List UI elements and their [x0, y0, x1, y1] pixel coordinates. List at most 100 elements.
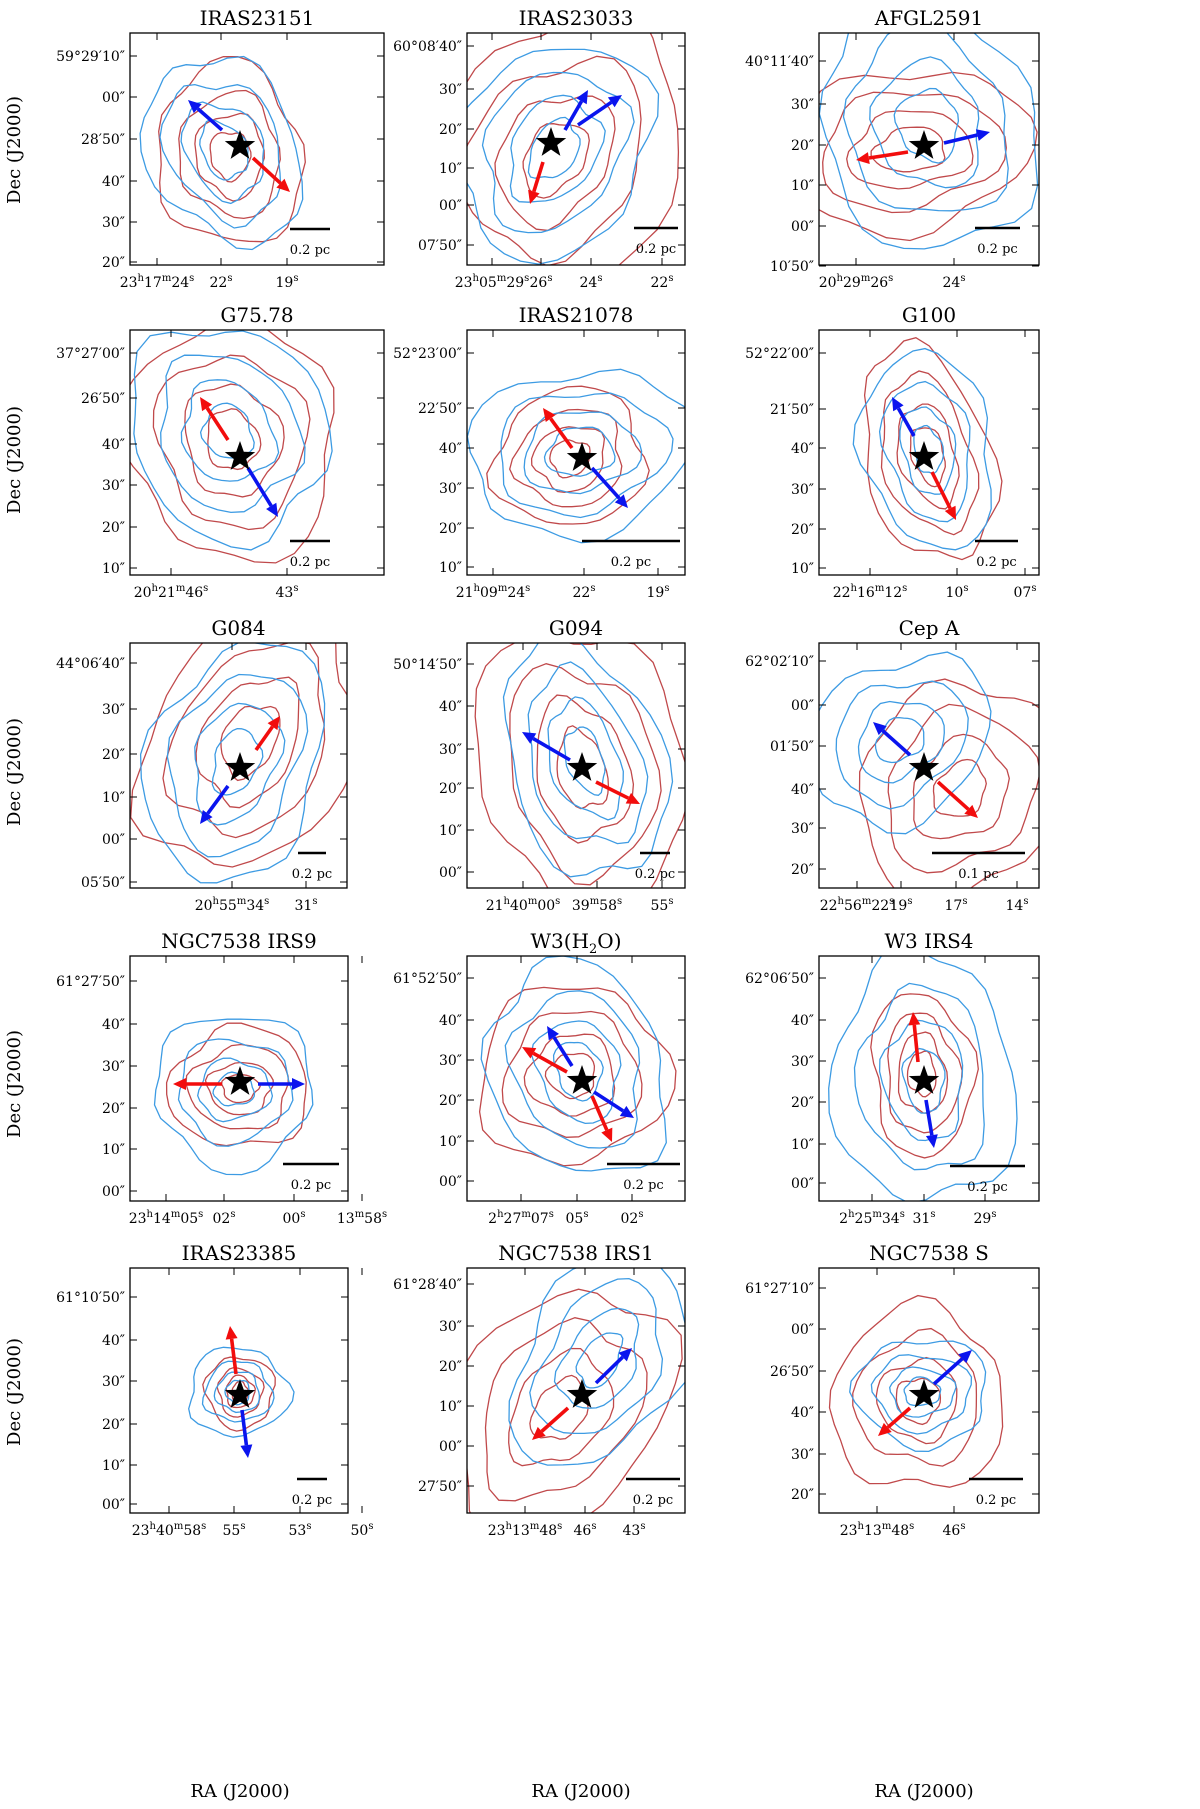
dec-tick-label: 30″ [439, 481, 462, 497]
blue-contour [835, 680, 969, 810]
blue-contour [878, 1019, 964, 1142]
scale-bar-label: 0.2 pc [977, 242, 1017, 257]
blue-contour [188, 1346, 295, 1438]
source-star-icon [908, 1065, 940, 1094]
blue-contour [852, 347, 992, 551]
blue-outflow-arrow-head [925, 1134, 938, 1148]
dec-tick-label: 10″ [791, 1137, 814, 1153]
dec-tick-label: 61°27′50″ [56, 974, 125, 990]
blue-contour [575, 1332, 624, 1389]
plot-frame [818, 1267, 1040, 1514]
dec-tick-label: 30″ [791, 821, 814, 837]
ra-tick-label: 00s​ [283, 1209, 306, 1227]
blue-outflow-arrow-shaft [932, 1357, 964, 1386]
dec-tick-label: 40°11′40″ [745, 54, 814, 70]
blue-outflow-arrow [258, 1078, 305, 1090]
dec-tick-label: 20″ [102, 1417, 125, 1433]
red-outflow-arrow [930, 471, 956, 520]
blue-outflow-arrow-shaft [896, 407, 916, 437]
dec-tick-label: 40″ [791, 1405, 814, 1421]
scale-bar-label: 0.2 pc [976, 1493, 1016, 1508]
dec-tick-label: 61°28′40″ [393, 1277, 462, 1293]
ra-tick-label: 22s​ [651, 273, 674, 291]
ra-tick-label: 23h​05m​29s​ [455, 273, 530, 291]
red-outflow-arrow-shaft [868, 150, 909, 160]
blue-outflow-arrow-head [547, 1026, 559, 1041]
plot-frame [466, 329, 686, 576]
scale-bar-label: 0.2 pc [292, 1493, 332, 1508]
red-contour [887, 1012, 963, 1134]
dec-tick-label: 20″ [102, 747, 125, 763]
red-contour [858, 678, 1039, 888]
red-contour [484, 1317, 648, 1502]
dec-tick-label: 62°06′50″ [745, 971, 814, 987]
red-contour [184, 383, 285, 498]
ra-tick-label: 07s​ [1014, 583, 1037, 601]
red-outflow-arrow-head [276, 178, 290, 192]
scale-bar-label: 0.2 pc [967, 1180, 1007, 1195]
dec-tick-label: 62°02′10″ [745, 654, 814, 670]
ra-tick-label: 43s​ [623, 1521, 646, 1539]
source-star-icon [908, 441, 940, 470]
red-contours [863, 336, 1003, 561]
scale-bar-label: 0.1 pc [958, 867, 998, 882]
ra-tick-label: 22h​56m​22s​ [820, 896, 895, 914]
red-outflow-arrow-head [625, 792, 640, 804]
blue-outflow-arrow-head [576, 90, 588, 105]
blue-contour [853, 982, 985, 1171]
blue-contour [177, 1038, 294, 1147]
panel-title: IRAS23151 [200, 6, 315, 30]
blue-outflow-arrow-shaft [240, 1409, 249, 1446]
ra-tick-label: 20h​21m​46s​ [134, 583, 209, 601]
dec-tick-label: 22′50″ [418, 401, 462, 417]
red-contour [530, 426, 606, 493]
blue-contour [166, 673, 309, 858]
ra-tick-label: 22h​16m​12s​ [833, 583, 908, 601]
red-contour [852, 1327, 978, 1467]
plot-frame [129, 1267, 349, 1514]
source-star-icon [566, 442, 598, 471]
ra-tick-label: 19s​ [890, 896, 913, 914]
dec-tick-label: 20″ [102, 520, 125, 536]
panel-title: NGC7538 IRS9 [161, 929, 316, 953]
panel-iras23151: 0.2 pc 23h​17m​24s​ 22s​ 19s​ 59°29′10″ 00″ 28… [56, 6, 385, 291]
scale-bar-label: 0.2 pc [290, 555, 330, 570]
panel-ngc7538-s: 0.2 pc 23h​13m​48s​ 46s​ 61°27′10″ 00″ 26′50″… [745, 1241, 1040, 1539]
blue-contour [133, 330, 333, 551]
red-outflow-arrow-head [543, 408, 556, 423]
red-outflow-arrow-shaft [886, 1406, 912, 1429]
dec-tick-label: 00″ [791, 219, 814, 235]
blue-outflow-arrow-shaft [924, 1099, 934, 1136]
blue-outflow-arrow [188, 100, 224, 132]
red-outflow-arrow-head [225, 1326, 238, 1340]
blue-outflow-arrow-head [618, 1348, 632, 1362]
blue-contour [552, 1041, 604, 1102]
scale-bar-label: 0.2 pc [292, 867, 332, 882]
blue-outflow-arrow [200, 784, 230, 824]
dec-tick-label: 20″ [791, 138, 814, 154]
blue-outflow-arrow-head [200, 809, 213, 824]
ra-tick-label: 24s​ [943, 273, 966, 291]
red-outflow-arrow-shaft [549, 417, 574, 450]
red-contour [152, 354, 311, 531]
panel-title: IRAS23385 [182, 1241, 297, 1265]
ra-tick-label: 19s​ [276, 273, 299, 291]
blue-contour [878, 380, 971, 523]
plot-frame [466, 955, 686, 1202]
dec-tick-label: 30″ [439, 1053, 462, 1069]
source-star-icon [566, 1065, 598, 1094]
dec-tick-label: 30″ [791, 1447, 814, 1463]
ra-tick-label: 13m​58s​ [337, 1209, 387, 1227]
red-contour [880, 370, 980, 536]
blue-contour [481, 71, 635, 234]
dec-tick-label: 50°14′50″ [393, 657, 462, 673]
source-star-icon [224, 1379, 256, 1408]
plot-frame [818, 32, 1040, 266]
ra-tick-label: 23h​13m​48s​ [840, 1521, 915, 1539]
dec-tick-label: 01′50″ [770, 739, 814, 755]
plot-frame [129, 955, 349, 1202]
ra-tick-label: 31s​ [913, 1209, 936, 1227]
blue-contours [480, 956, 667, 1172]
ra-tick-label: 26s​ [530, 273, 553, 291]
plot-frame [818, 642, 1040, 889]
